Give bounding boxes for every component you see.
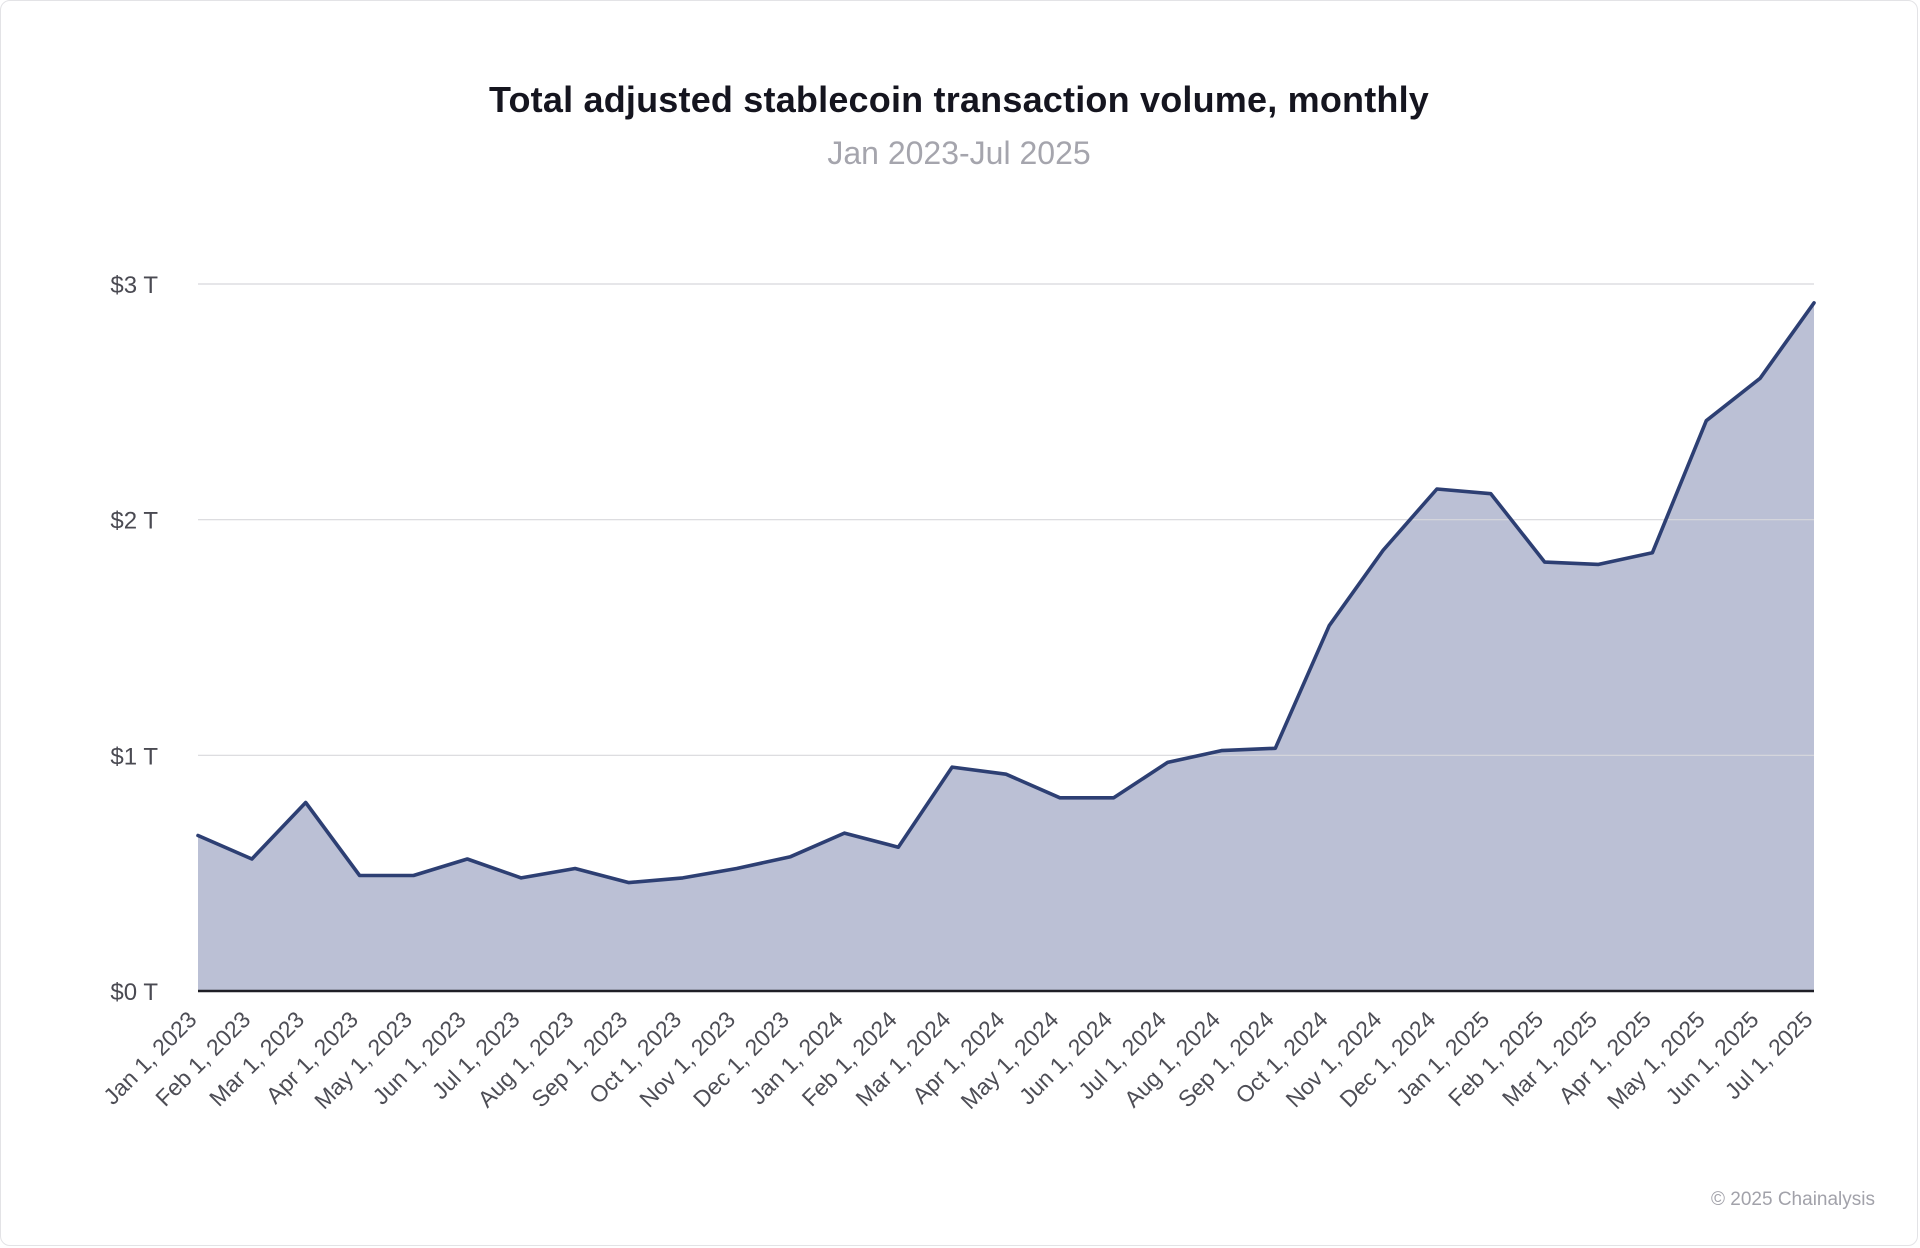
y-tick-label: $3 T [110,272,158,299]
chart-title: Total adjusted stablecoin transaction vo… [488,79,1430,120]
y-tick-label: $2 T [110,508,158,535]
y-tick-label: $0 T [110,979,158,1006]
trend-line [196,301,1816,885]
title-block: Total adjusted stablecoin transaction vo… [1,79,1917,172]
area-fill [198,302,1814,991]
y-tick-label: $1 T [110,743,158,770]
copyright-credit: © 2025 Chainalysis [1711,1189,1875,1210]
chart-subtitle: Jan 2023-Jul 2025 [827,135,1091,171]
